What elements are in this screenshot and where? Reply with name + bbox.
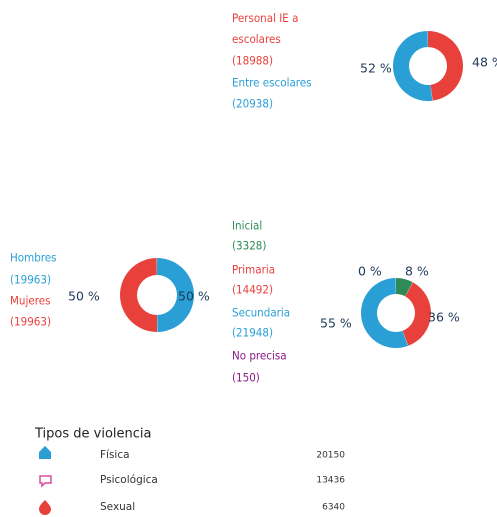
percent-label: 52 % <box>360 61 392 76</box>
category-label: Mujeres <box>10 294 51 308</box>
percent-label: 50 % <box>68 289 100 304</box>
count-label: (3328) <box>232 239 266 253</box>
category-label: Hombres <box>10 251 57 265</box>
percent-label: 55 % <box>320 316 352 331</box>
donut-slice <box>402 282 431 346</box>
donut-slice <box>428 31 464 101</box>
icon-fisica <box>39 446 51 459</box>
donut-slice <box>361 278 408 348</box>
icons <box>39 446 52 515</box>
category-label: Secundaria <box>232 306 290 320</box>
violence-type: Psicológica <box>100 474 158 486</box>
count-label: (19963) <box>10 315 51 329</box>
count-label: (21948) <box>232 326 273 340</box>
icon-sexual <box>39 500 51 515</box>
donut-slice <box>396 278 413 297</box>
category-label: Personal IE a escolares <box>232 11 298 46</box>
percent-label: 50 % <box>178 289 210 304</box>
donut-slice <box>157 258 194 332</box>
count-label: (20938) <box>232 97 273 111</box>
percent-label: 36 % <box>428 310 460 325</box>
category-label: No precisa <box>232 349 287 363</box>
violence-type: Física <box>100 449 130 461</box>
category-label: Entre escolares <box>232 76 312 90</box>
donut-slice <box>393 31 433 101</box>
percent-label: 0 % <box>358 264 382 279</box>
table-title: Tipos de violencia <box>34 427 151 442</box>
violence-count: 6340 <box>322 503 345 513</box>
count-label: (14492) <box>232 283 273 297</box>
violence-count: 13436 <box>316 476 345 486</box>
category-label: Primaria <box>232 263 275 277</box>
icon-psicologica <box>39 475 52 488</box>
percent-label: 48 % <box>472 55 497 70</box>
count-label: (150) <box>232 371 260 385</box>
percent-label: 8 % <box>405 264 429 279</box>
donut-slice <box>120 258 157 332</box>
category-label: Inicial <box>232 219 262 233</box>
violence-count: 20150 <box>316 451 345 461</box>
violence-type: Sexual <box>100 501 135 513</box>
count-label: (19963) <box>10 273 51 287</box>
count-label: (18988) <box>232 54 273 68</box>
